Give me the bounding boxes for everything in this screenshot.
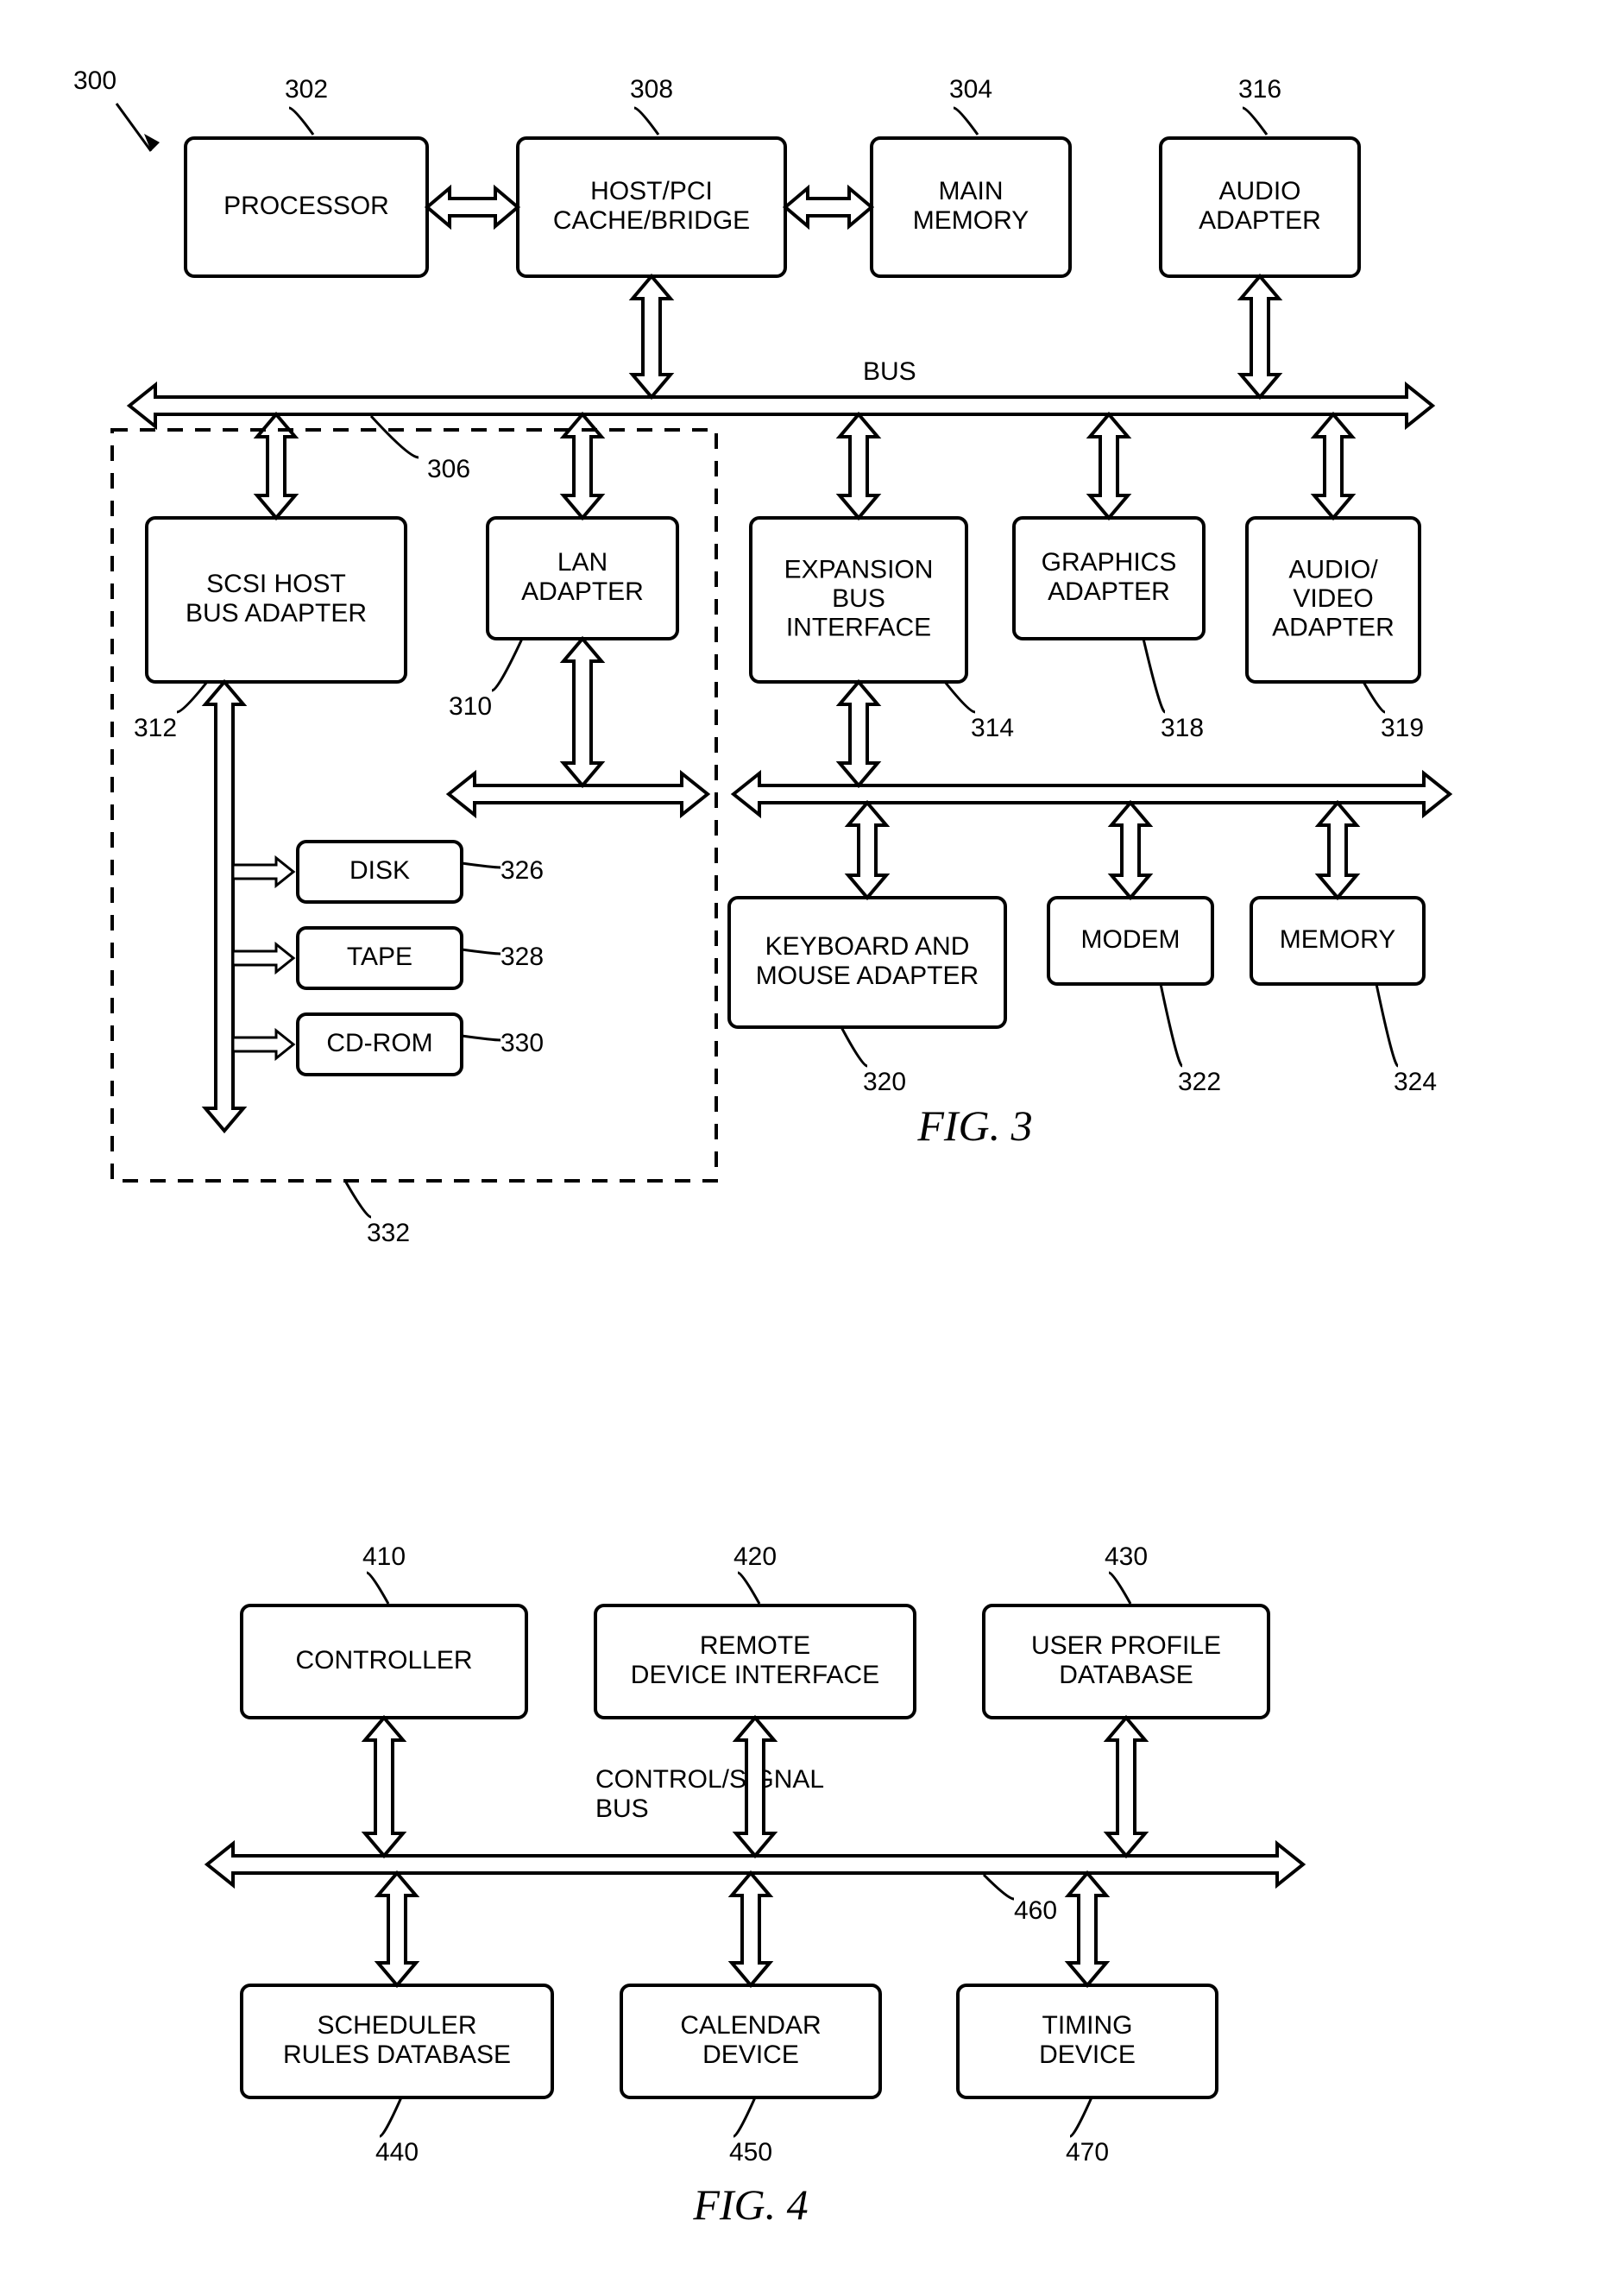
conn-calendar-bus bbox=[732, 1873, 770, 1985]
fig4-title: FIG. 4 bbox=[692, 2180, 808, 2229]
disk-ref: 326 bbox=[501, 856, 544, 885]
timing-ref: 470 bbox=[1066, 2138, 1109, 2167]
remote_if-leader bbox=[738, 1573, 759, 1604]
controller-label: CONTROLLER bbox=[295, 1646, 472, 1675]
fig3-bus-ref: 306 bbox=[427, 455, 470, 483]
fig3-bus-label: BUS bbox=[863, 357, 916, 386]
conn-bridge-bus bbox=[633, 276, 670, 397]
fig4-bus-leader bbox=[984, 1875, 1014, 1899]
audio_adapter-ref: 316 bbox=[1238, 75, 1281, 104]
scheduler-ref: 440 bbox=[375, 2138, 419, 2167]
host_bridge-leader bbox=[634, 108, 658, 135]
main_memory-leader bbox=[954, 108, 978, 135]
tape-ref: 328 bbox=[501, 943, 544, 971]
fig3-300-arrowhead bbox=[144, 134, 160, 151]
lan-ref: 310 bbox=[449, 692, 492, 721]
conn-memory-bus2 bbox=[1319, 803, 1357, 898]
timing-label: TIMINGDEVICE bbox=[1039, 2011, 1136, 2069]
modem-ref: 322 bbox=[1178, 1068, 1221, 1096]
tape-label: TAPE bbox=[347, 943, 412, 971]
scheduler-label: SCHEDULERRULES DATABASE bbox=[283, 2011, 511, 2069]
fig4-bus-ref: 460 bbox=[1014, 1896, 1057, 1925]
conn-scheduler-bus bbox=[378, 1873, 416, 1985]
conn-expbus-bus bbox=[840, 414, 878, 518]
memory-label: MEMORY bbox=[1280, 925, 1395, 954]
tape-leader bbox=[462, 949, 501, 954]
expbus-ref: 314 bbox=[971, 714, 1014, 742]
modem-leader bbox=[1161, 984, 1182, 1066]
scsi-label: SCSI HOSTBUS ADAPTER bbox=[186, 570, 367, 628]
disk-leader bbox=[462, 863, 501, 867]
kbm-ref: 320 bbox=[863, 1068, 906, 1096]
fig3-dash-leader bbox=[345, 1181, 371, 1217]
user_profile-label: USER PROFILEDATABASE bbox=[1031, 1631, 1221, 1689]
memory-leader bbox=[1376, 984, 1398, 1066]
conn-lan-subbus bbox=[563, 639, 601, 785]
arrow-proc-bridge bbox=[427, 188, 518, 226]
arrow-bridge-mem bbox=[785, 188, 872, 226]
graphics-label: GRAPHICSADAPTER bbox=[1042, 548, 1177, 606]
lan-leader bbox=[492, 639, 522, 691]
processor-ref: 302 bbox=[285, 75, 328, 104]
cdrom-arrow bbox=[233, 1031, 293, 1058]
conn-controller-bus bbox=[365, 1718, 403, 1856]
fig3-system-ref: 300 bbox=[73, 66, 116, 95]
fig3-bus bbox=[129, 385, 1432, 426]
conn-graphics-bus bbox=[1090, 414, 1128, 518]
main_memory-ref: 304 bbox=[949, 75, 992, 104]
host_bridge-ref: 308 bbox=[630, 75, 673, 104]
kbm-label: KEYBOARD ANDMOUSE ADAPTER bbox=[756, 932, 979, 990]
processor-label: PROCESSOR bbox=[223, 192, 389, 220]
av-ref: 319 bbox=[1381, 714, 1424, 742]
conn-expbus-bus2 bbox=[840, 682, 878, 785]
conn-audio-bus bbox=[1241, 276, 1279, 397]
graphics-leader bbox=[1143, 639, 1165, 712]
cdrom-ref: 330 bbox=[501, 1029, 544, 1057]
tape-arrow bbox=[233, 944, 293, 972]
expbus-leader bbox=[945, 682, 975, 712]
controller-ref: 410 bbox=[362, 1542, 406, 1571]
fig3-dash-ref: 332 bbox=[367, 1219, 410, 1247]
fig4-bus-label: CONTROL/SIGNALBUS bbox=[595, 1765, 824, 1823]
user_profile-ref: 430 bbox=[1105, 1542, 1148, 1571]
timing-leader bbox=[1070, 2097, 1092, 2136]
conn-timing-bus bbox=[1068, 1873, 1106, 1985]
calendar-ref: 450 bbox=[729, 2138, 772, 2167]
kbm-leader bbox=[841, 1027, 867, 1066]
controller-leader bbox=[367, 1573, 388, 1604]
scsi-leader bbox=[177, 682, 207, 712]
memory-ref: 324 bbox=[1394, 1068, 1437, 1096]
conn-av-bus bbox=[1314, 414, 1352, 518]
fig3-bus-leader bbox=[371, 416, 419, 457]
user_profile-leader bbox=[1109, 1573, 1130, 1604]
av-leader bbox=[1363, 682, 1385, 712]
fig3-300-arrow bbox=[116, 104, 151, 151]
graphics-ref: 318 bbox=[1161, 714, 1204, 742]
processor-leader bbox=[289, 108, 313, 135]
conn-modem-bus2 bbox=[1111, 803, 1149, 898]
audio_adapter-leader bbox=[1243, 108, 1267, 135]
modem-label: MODEM bbox=[1081, 925, 1180, 954]
disk-label: DISK bbox=[349, 856, 410, 885]
conn-user_profile-bus bbox=[1107, 1718, 1145, 1856]
disk-arrow bbox=[233, 858, 293, 886]
cdrom-label: CD-ROM bbox=[326, 1029, 432, 1057]
calendar-leader bbox=[733, 2097, 755, 2136]
conn-kbm-bus2 bbox=[848, 803, 886, 898]
scsi-chain bbox=[205, 682, 243, 1131]
cdrom-leader bbox=[462, 1036, 501, 1040]
scsi-ref: 312 bbox=[134, 714, 177, 742]
remote_if-ref: 420 bbox=[733, 1542, 777, 1571]
scheduler-leader bbox=[380, 2097, 401, 2136]
fig3-title: FIG. 3 bbox=[916, 1101, 1032, 1150]
